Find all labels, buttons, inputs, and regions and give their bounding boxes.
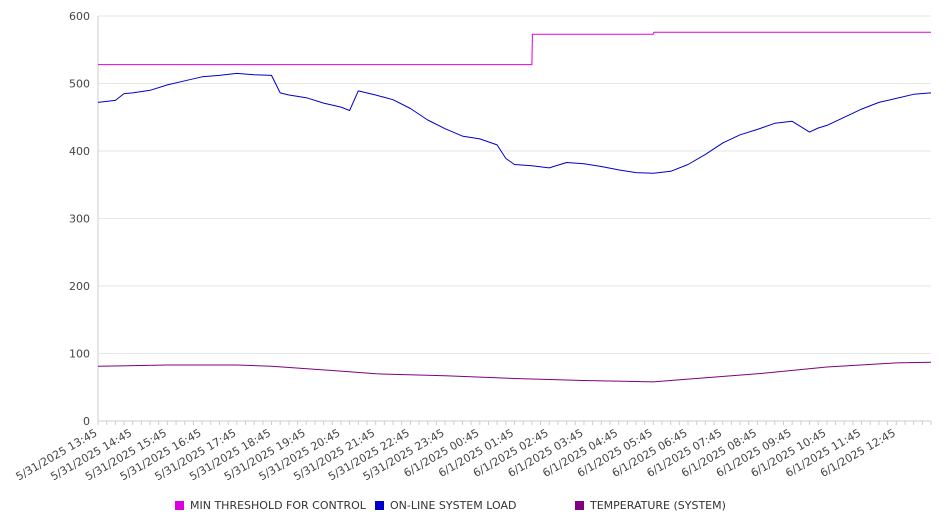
y-tick-label: 600 [69,10,90,23]
y-tick-label: 0 [83,415,90,428]
series-lines [97,31,932,383]
y-tick-label: 100 [69,348,90,361]
series-temperature-line [97,361,932,383]
series-system-load-line [97,72,932,174]
legend-label-temperature: TEMPERATURE (SYSTEM) [590,498,726,512]
grid-lines [98,15,931,354]
series-min-threshold-line [98,31,931,66]
y-tick-label: 300 [69,213,90,226]
axes [97,16,932,425]
y-axis-tick-labels: 0 100 200 300 400 500 600 [69,10,90,428]
x-axis-tick-labels: 5/31/2025 13:455/31/2025 14:455/31/2025 … [14,426,898,483]
legend-item-min-threshold: MIN THRESHOLD FOR CONTROL [175,498,366,512]
legend-label-system-load: ON-LINE SYSTEM LOAD [390,498,517,512]
legend-swatch-min-threshold [175,500,184,510]
legend-swatch-system-load [375,500,384,510]
legend-item-system-load: ON-LINE SYSTEM LOAD [375,498,516,512]
y-tick-label: 500 [69,78,90,91]
legend-item-temperature: TEMPERATURE (SYSTEM) [575,498,726,512]
y-tick-label: 400 [69,145,90,158]
legend-label-min-threshold: MIN THRESHOLD FOR CONTROL [190,498,366,512]
y-tick-label: 200 [69,280,90,293]
legend-swatch-temperature [575,500,584,510]
